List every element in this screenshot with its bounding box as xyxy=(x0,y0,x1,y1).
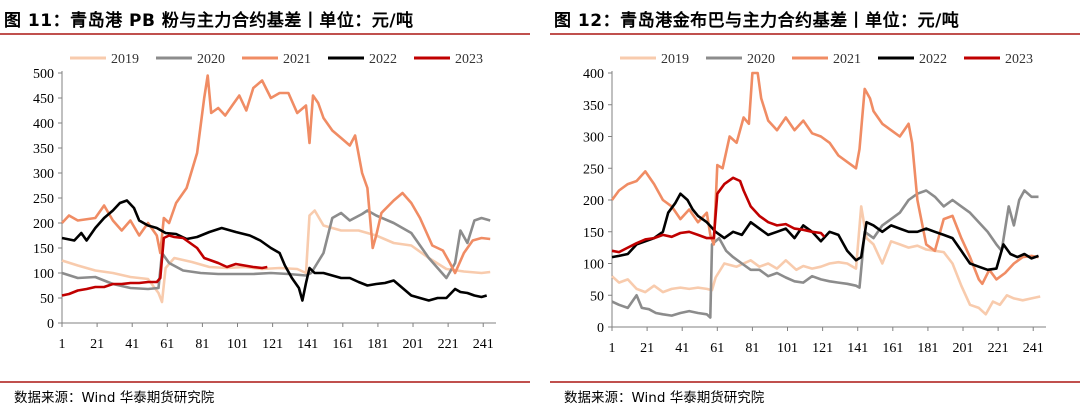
y-tick-label: 500 xyxy=(33,67,54,82)
x-tick-label: 201 xyxy=(403,337,424,352)
source-divider xyxy=(0,381,530,383)
y-tick-label: 250 xyxy=(33,192,54,207)
x-tick-label: 221 xyxy=(438,337,459,352)
y-tick-label: 350 xyxy=(33,142,54,157)
y-tick-label: 0 xyxy=(47,317,54,332)
y-tick-label: 350 xyxy=(583,99,604,114)
y-tick-label: 200 xyxy=(33,217,54,232)
y-tick-label: 200 xyxy=(583,194,604,209)
x-tick-label: 61 xyxy=(160,337,174,352)
x-tick-label: 41 xyxy=(675,341,689,356)
legend-label: 2021 xyxy=(833,52,861,67)
y-tick-label: 50 xyxy=(40,292,54,307)
legend: 2019 2020 2021 2022 2023 xyxy=(70,52,483,67)
x-tick-label: 1 xyxy=(59,337,66,352)
x-tick-label: 81 xyxy=(745,341,759,356)
y-tick-label: 400 xyxy=(33,117,54,132)
y-tick-label: 250 xyxy=(583,162,604,177)
chart-panel-12: 图 12：青岛港金布巴与主力合约基差丨单位：元/吨 2019 2020 2021 20… xyxy=(550,0,1080,410)
x-tick-label: 161 xyxy=(332,337,353,352)
line-chart-jinbuba-basis: 2019 2020 2021 2022 2023 0 50 100 150 200 250 300 35… xyxy=(583,52,1046,356)
x-tick-label: 1 xyxy=(609,341,616,356)
x-tick-label: 241 xyxy=(473,337,494,352)
series-line-2023 xyxy=(61,234,268,297)
y-tick-label: 150 xyxy=(33,242,54,257)
x-tick-label: 21 xyxy=(90,337,104,352)
x-tick-label: 21 xyxy=(640,341,654,356)
y-tick-label: 400 xyxy=(583,67,604,82)
x-tick-label: 181 xyxy=(367,337,388,352)
chart-title: 图 12：青岛港金布巴与主力合约基差丨单位：元/吨 xyxy=(554,11,960,31)
y-tick-label: 100 xyxy=(583,258,604,273)
y-tick-label: 0 xyxy=(597,321,604,336)
chart-panel-11: 图 11：青岛港 PB 粉与主力合约基差丨单位：元/吨 2019 2020 2021… xyxy=(0,0,530,410)
source-note: 数据来源：Wind 华泰期货研究院 xyxy=(14,390,215,406)
series-line-2019 xyxy=(611,205,1041,316)
x-tick-label: 141 xyxy=(847,341,868,356)
x-tick-label: 121 xyxy=(262,337,283,352)
x-tick-label: 201 xyxy=(953,341,974,356)
legend-label: 2020 xyxy=(747,52,775,67)
legend-label: 2021 xyxy=(283,52,311,67)
y-tick-label: 50 xyxy=(590,289,604,304)
chart-title: 图 11：青岛港 PB 粉与主力合约基差丨单位：元/吨 xyxy=(4,11,414,31)
legend-label: 2019 xyxy=(661,52,689,67)
x-tick-label: 61 xyxy=(710,341,724,356)
source-divider xyxy=(550,381,1080,383)
legend-label: 2023 xyxy=(1005,52,1033,67)
x-tick-label: 161 xyxy=(882,341,903,356)
y-tick-label: 300 xyxy=(33,167,54,182)
x-tick-label: 181 xyxy=(917,341,938,356)
series-line-2022 xyxy=(61,199,488,302)
title-divider xyxy=(550,33,1080,35)
series-line-2023 xyxy=(611,176,826,254)
x-tick-label: 121 xyxy=(812,341,833,356)
x-tick-label: 101 xyxy=(777,341,798,356)
legend-label: 2022 xyxy=(369,52,397,67)
y-tick-label: 150 xyxy=(583,226,604,241)
legend-label: 2019 xyxy=(111,52,139,67)
y-tick-label: 450 xyxy=(33,92,54,107)
title-divider xyxy=(0,33,530,35)
legend-label: 2022 xyxy=(919,52,947,67)
legend: 2019 2020 2021 2022 2023 xyxy=(620,52,1033,67)
series-lines xyxy=(61,74,491,304)
x-tick-label: 81 xyxy=(195,337,209,352)
x-tick-label: 241 xyxy=(1023,341,1044,356)
legend-label: 2020 xyxy=(197,52,225,67)
x-tick-label: 221 xyxy=(988,341,1009,356)
x-tick-label: 141 xyxy=(297,337,318,352)
series-line-2019 xyxy=(61,209,491,304)
series-line-2021 xyxy=(610,71,1039,286)
x-tick-label: 41 xyxy=(125,337,139,352)
series-line-2021 xyxy=(61,74,491,275)
y-tick-label: 100 xyxy=(33,267,54,282)
series-line-2020 xyxy=(61,209,491,291)
line-chart-pb-basis: 2019 2020 2021 2022 2023 0 50 100 150 200 250 300 35… xyxy=(33,52,496,352)
x-tick-label: 101 xyxy=(227,337,248,352)
series-lines xyxy=(610,71,1041,319)
source-note: 数据来源：Wind 华泰期货研究院 xyxy=(564,390,765,406)
series-line-2020 xyxy=(611,189,1039,319)
series-line-2022 xyxy=(611,192,1039,272)
y-tick-label: 300 xyxy=(583,131,604,146)
legend-label: 2023 xyxy=(455,52,483,67)
